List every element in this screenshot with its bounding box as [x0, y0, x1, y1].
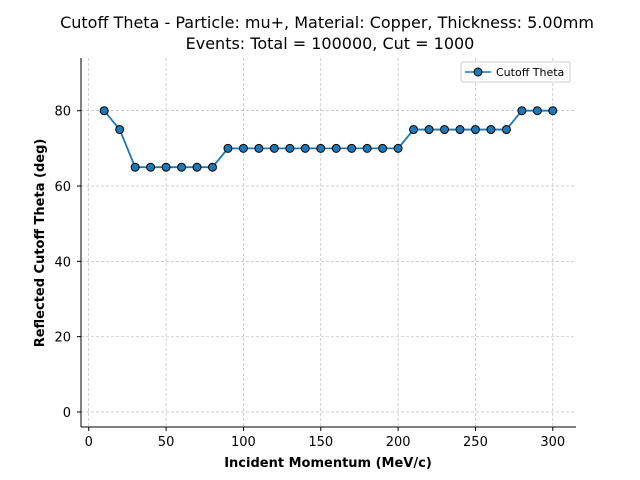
y-tick-label: 40	[54, 255, 71, 270]
x-tick-label: 200	[386, 435, 411, 450]
data-point	[146, 162, 156, 172]
data-point	[300, 143, 310, 153]
x-tick-label: 100	[231, 435, 256, 450]
data-point	[99, 106, 109, 116]
data-point	[207, 162, 217, 172]
grid-lines	[81, 58, 576, 427]
y-tick-label: 80	[54, 105, 71, 120]
y-tick-label: 20	[54, 331, 71, 346]
data-point	[424, 125, 434, 135]
data-point	[532, 106, 542, 116]
x-axis-label: Incident Momentum (MeV/c)	[224, 456, 432, 471]
legend-marker	[473, 67, 483, 77]
x-tick-label: 150	[308, 435, 333, 450]
data-point	[161, 162, 171, 172]
x-tick-label: 0	[85, 435, 93, 450]
data-point	[254, 143, 264, 153]
data-point	[177, 162, 187, 172]
tick-labels: 0 50 100 150 200 250 300 0 20 40 60 80	[54, 105, 565, 450]
chart-title-line-1: Cutoff Theta - Particle: mu+, Material: …	[60, 13, 594, 32]
legend-frame	[460, 61, 571, 83]
y-tick-label: 60	[54, 180, 71, 195]
data-point	[192, 162, 202, 172]
data-point	[501, 125, 511, 135]
data-point	[223, 143, 233, 153]
data-point	[362, 143, 372, 153]
data-point	[130, 162, 140, 172]
y-axis-label: Reflected Cutoff Theta (deg)	[33, 139, 48, 348]
x-tick-label: 250	[463, 435, 488, 450]
data-point	[331, 143, 341, 153]
data-point	[486, 125, 496, 135]
y-tick-label: 0	[63, 406, 71, 421]
data-point	[470, 125, 480, 135]
series-line	[103, 109, 553, 169]
data-point	[316, 143, 326, 153]
legend-entry-label: Cutoff Theta	[496, 66, 564, 79]
x-tick-label: 300	[540, 435, 565, 450]
data-point	[378, 143, 388, 153]
data-point	[393, 143, 403, 153]
data-point	[517, 106, 527, 116]
data-series	[99, 106, 558, 172]
x-tick-label: 50	[158, 435, 175, 450]
chart-title-line-2: Events: Total = 100000, Cut = 1000	[186, 34, 475, 53]
data-point	[115, 125, 125, 135]
data-point	[285, 143, 295, 153]
data-point	[548, 106, 558, 116]
data-point	[440, 125, 450, 135]
data-point	[455, 125, 465, 135]
data-point	[347, 143, 357, 153]
data-point	[269, 143, 279, 153]
data-point	[409, 125, 419, 135]
data-point	[238, 143, 248, 153]
legend: Cutoff Theta	[460, 61, 571, 83]
axes	[77, 58, 576, 431]
